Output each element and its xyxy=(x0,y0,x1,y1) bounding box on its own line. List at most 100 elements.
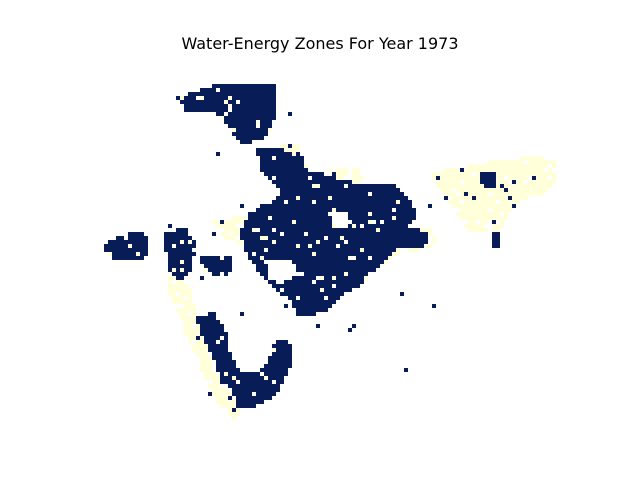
high-zone-cell xyxy=(292,172,296,176)
low-zone-cell xyxy=(364,276,368,280)
high-zone-cell xyxy=(344,256,348,260)
high-zone-cell xyxy=(204,324,208,328)
high-zone-cell xyxy=(292,260,296,264)
high-zone-cell xyxy=(220,88,224,92)
high-zone-cell xyxy=(320,180,324,184)
high-zone-cell xyxy=(268,92,272,96)
high-zone-cell xyxy=(176,268,180,272)
high-zone-cell xyxy=(276,360,280,364)
high-zone-cell xyxy=(172,264,176,268)
low-zone-cell xyxy=(228,220,232,224)
high-zone-cell xyxy=(176,232,180,236)
high-zone-cell xyxy=(264,232,268,236)
high-zone-cell xyxy=(212,324,216,328)
high-zone-cell xyxy=(380,236,384,240)
low-zone-cell xyxy=(188,332,192,336)
low-zone-cell xyxy=(216,388,220,392)
high-zone-cell xyxy=(320,272,324,276)
high-zone-cell xyxy=(212,260,216,264)
high-zone-cell xyxy=(212,84,216,88)
low-zone-cell xyxy=(476,208,480,212)
high-zone-cell xyxy=(284,240,288,244)
low-zone-cell xyxy=(540,172,544,176)
low-zone-cell xyxy=(332,224,336,228)
high-zone-cell xyxy=(376,248,380,252)
high-zone-cell xyxy=(344,196,348,200)
low-zone-cell xyxy=(180,316,184,320)
high-zone-cell xyxy=(308,260,312,264)
high-zone-cell xyxy=(288,296,292,300)
low-zone-cell xyxy=(504,168,508,172)
high-zone-cell xyxy=(252,100,256,104)
high-zone-cell xyxy=(332,256,336,260)
low-zone-cell xyxy=(228,236,232,240)
high-zone-cell xyxy=(360,280,364,284)
high-zone-cell xyxy=(364,224,368,228)
high-zone-cell xyxy=(320,176,324,180)
high-zone-cell xyxy=(260,228,264,232)
high-zone-cell xyxy=(244,396,248,400)
high-zone-cell xyxy=(204,264,208,268)
high-zone-cell xyxy=(364,212,368,216)
high-zone-cell xyxy=(384,228,388,232)
high-zone-cell xyxy=(216,260,220,264)
high-zone-cell xyxy=(336,248,340,252)
high-zone-cell xyxy=(296,212,300,216)
high-zone-cell xyxy=(172,240,176,244)
high-zone-cell xyxy=(308,212,312,216)
high-zone-cell xyxy=(228,112,232,116)
low-zone-cell xyxy=(484,168,488,172)
low-zone-cell xyxy=(536,168,540,172)
high-zone-cell xyxy=(364,248,368,252)
high-zone-cell xyxy=(320,308,324,312)
low-zone-cell xyxy=(208,356,212,360)
high-zone-cell xyxy=(260,104,264,108)
high-zone-cell xyxy=(344,252,348,256)
high-zone-cell xyxy=(300,244,304,248)
high-zone-cell xyxy=(180,276,184,280)
low-zone-cell xyxy=(212,388,216,392)
high-zone-cell xyxy=(264,108,268,112)
low-zone-cell xyxy=(212,392,216,396)
high-zone-cell xyxy=(228,368,232,372)
low-zone-cell xyxy=(548,180,552,184)
high-zone-cell xyxy=(244,224,248,228)
high-zone-cell xyxy=(416,236,420,240)
low-zone-cell xyxy=(548,172,552,176)
high-zone-cell xyxy=(280,148,284,152)
high-zone-cell xyxy=(296,192,300,196)
low-zone-cell xyxy=(520,172,524,176)
high-zone-cell xyxy=(288,344,292,348)
low-zone-cell xyxy=(552,160,556,164)
high-zone-cell xyxy=(212,328,216,332)
high-zone-cell xyxy=(292,156,296,160)
high-zone-cell xyxy=(240,376,244,380)
high-zone-cell xyxy=(260,384,264,388)
low-zone-cell xyxy=(228,400,232,404)
high-zone-cell xyxy=(216,332,220,336)
high-zone-cell xyxy=(400,220,404,224)
high-zone-cell xyxy=(396,232,400,236)
high-zone-cell xyxy=(260,376,264,380)
low-zone-cell xyxy=(304,164,308,168)
high-zone-cell xyxy=(328,208,332,212)
low-zone-cell xyxy=(216,396,220,400)
low-zone-cell xyxy=(204,376,208,380)
high-zone-cell xyxy=(296,232,300,236)
high-zone-cell xyxy=(268,380,272,384)
high-zone-cell xyxy=(280,180,284,184)
high-zone-cell xyxy=(216,360,220,364)
high-zone-cell xyxy=(504,188,508,192)
low-zone-cell xyxy=(196,348,200,352)
low-zone-cell xyxy=(496,164,500,168)
high-zone-cell xyxy=(308,268,312,272)
high-zone-cell xyxy=(132,244,136,248)
low-zone-cell xyxy=(344,168,348,172)
high-zone-cell xyxy=(388,232,392,236)
high-zone-cell xyxy=(188,256,192,260)
high-zone-cell xyxy=(304,176,308,180)
high-zone-cell xyxy=(280,340,284,344)
low-zone-cell xyxy=(108,252,112,256)
high-zone-cell xyxy=(216,84,220,88)
high-zone-cell xyxy=(260,208,264,212)
